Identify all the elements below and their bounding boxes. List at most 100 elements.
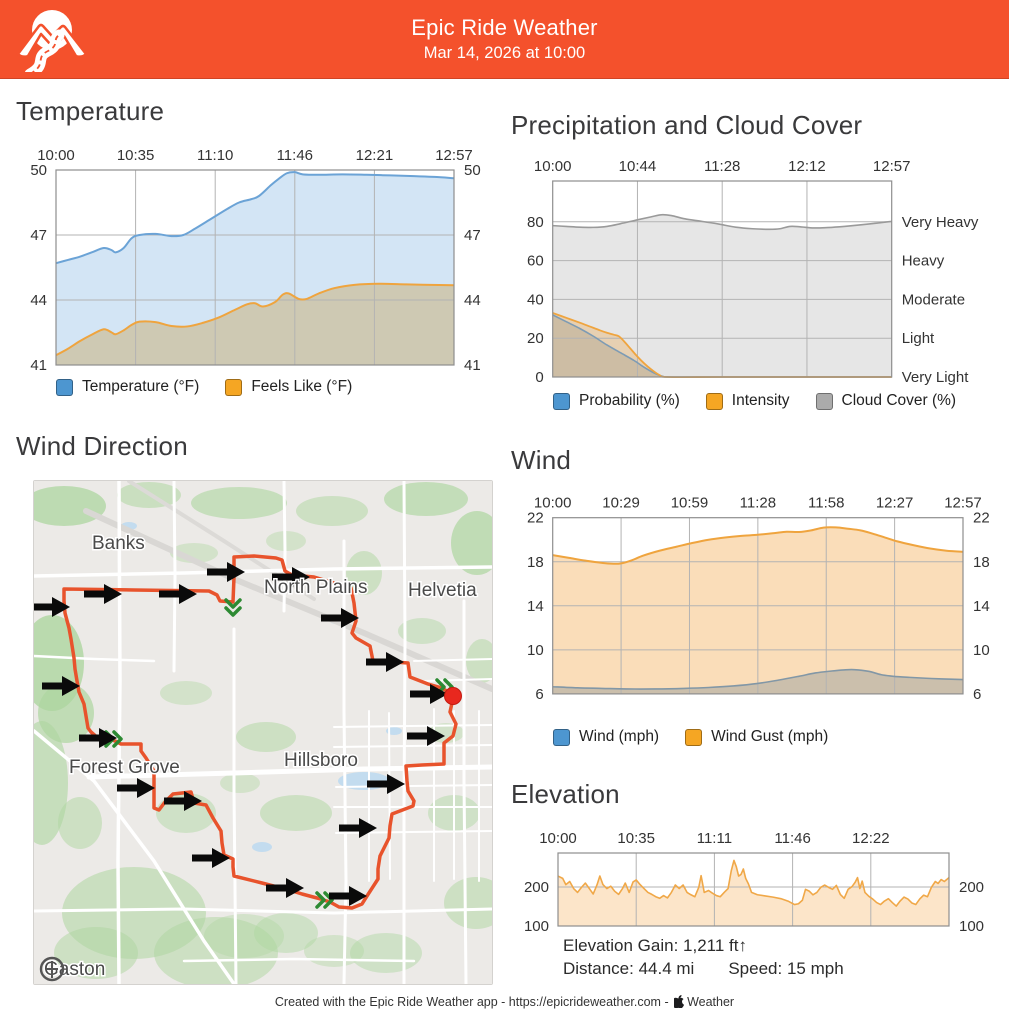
map-place-label: North Plains <box>264 577 368 598</box>
legend-item: Cloud Cover (%) <box>815 392 956 410</box>
precipitation-title: Precipitation and Cloud Cover <box>511 110 863 140</box>
wind-arrow-icon <box>407 726 445 746</box>
legend-item: Temperature (°F) <box>56 378 199 396</box>
legend-swatch-icon <box>553 728 570 746</box>
wind-arrow-icon <box>84 584 122 604</box>
x-tick-label: 11:11 <box>697 830 732 847</box>
y-tick-label-right: 200 <box>959 879 984 896</box>
wind-arrow-icon <box>321 608 359 628</box>
y-tick-label-left: 20 <box>527 330 544 347</box>
y-tick-label-right: 41 <box>464 357 481 374</box>
x-tick-label: 11:46 <box>774 830 810 847</box>
wind-arrow-icon <box>367 774 405 794</box>
y-tick-label-right: 100 <box>959 918 984 935</box>
x-tick-label: 10:44 <box>619 158 657 175</box>
elevation-gain-stat: Elevation Gain: 1,211 ft↑ <box>563 936 747 955</box>
legend-swatch-icon <box>705 392 723 410</box>
x-tick-label: 12:21 <box>356 147 394 164</box>
y-tick-label-left: 50 <box>30 162 47 179</box>
legend-label: Probability (%) <box>579 392 680 409</box>
wind-legend: Wind (mph) Wind Gust (mph) <box>553 728 828 746</box>
legend-label: Feels Like (°F) <box>251 378 353 395</box>
x-tick-label: 12:57 <box>944 495 982 512</box>
epic-ride-weather-logo-icon <box>16 10 88 72</box>
y-tick-label-left: 0 <box>535 369 543 386</box>
footer-attribution: Created with the Epic Ride Weather app -… <box>0 995 1009 1009</box>
x-tick-label: 10:00 <box>534 158 572 175</box>
legend-swatch-icon <box>225 378 243 396</box>
y-tick-label-right: Light <box>902 330 935 347</box>
wind-arrow-icon <box>272 567 310 587</box>
temperature-legend: Temperature (°F) Feels Like (°F) <box>56 378 352 396</box>
y-tick-label-right: 6 <box>973 686 981 703</box>
wind-arrow-icon <box>366 652 404 672</box>
x-tick-label: 12:12 <box>788 158 826 175</box>
y-tick-label-left: 100 <box>524 918 549 935</box>
elevation-chart: 10:00 10:35 11:11 11:46 12:22 200 200 100 100 <box>524 830 984 935</box>
apple-logo-icon <box>672 995 685 1009</box>
precipitation-chart: 10:00 10:44 11:28 12:12 12:57 80 Very Heavy 60 H… <box>527 158 979 386</box>
y-tick-label-right: 50 <box>464 162 481 179</box>
x-tick-label: 12:57 <box>873 158 911 175</box>
wind-arrow-icon <box>79 728 117 748</box>
y-tick-label-left: 41 <box>30 357 47 374</box>
map-place-label: Helvetia <box>408 580 477 601</box>
app-title: Epic Ride Weather <box>411 15 598 40</box>
y-tick-label-right: 14 <box>973 598 990 615</box>
wind-arrow-icon <box>207 562 245 582</box>
y-tick-label-right: Heavy <box>902 253 945 270</box>
wind-arrow-icon <box>34 597 70 617</box>
temperature-title: Temperature <box>16 96 165 126</box>
route-direction-chevron-icon <box>315 891 334 909</box>
y-tick-label-left: 80 <box>527 214 544 231</box>
wind-arrow-icon <box>339 818 377 838</box>
legend-item: Wind (mph) <box>553 728 659 746</box>
x-tick-label: 11:28 <box>740 495 776 512</box>
legend-label: Temperature (°F) <box>82 378 200 395</box>
header-bar: Epic Ride Weather Mar 14, 2026 at 10:00 <box>0 0 1009 79</box>
legend-item: Feels Like (°F) <box>225 378 352 396</box>
y-tick-label-left: 44 <box>30 292 47 309</box>
x-tick-label: 10:00 <box>37 147 75 164</box>
x-tick-label: 12:22 <box>852 830 890 847</box>
y-tick-label-left: 60 <box>527 253 544 270</box>
x-tick-label: 10:35 <box>617 830 655 847</box>
elevation-title: Elevation <box>511 779 620 809</box>
y-tick-label-left: 40 <box>527 291 544 308</box>
y-tick-label-left: 200 <box>524 879 549 896</box>
wind-arrow-icon <box>159 584 197 604</box>
route-direction-chevron-icon <box>224 598 242 617</box>
map-place-label: Hillsboro <box>284 750 358 771</box>
legend-label: Wind Gust (mph) <box>711 728 829 745</box>
map-canvas: Banks North Plains Helvetia Forest Grove Hil… <box>34 481 492 984</box>
map-compass-icon <box>39 956 65 982</box>
y-tick-label-right: Very Light <box>902 369 970 386</box>
y-tick-label-right: 44 <box>464 292 481 309</box>
legend-swatch-icon <box>815 392 833 410</box>
y-tick-label-right: 47 <box>464 227 481 244</box>
wind-arrow-icon <box>164 791 202 811</box>
x-tick-label: 11:28 <box>704 158 740 175</box>
wind-arrow-icon <box>117 778 155 798</box>
distance-stat: Distance: 44.4 mi <box>563 959 695 978</box>
speed-stat: Speed: 15 mph <box>728 959 844 978</box>
legend-label: Intensity <box>731 392 790 409</box>
legend-swatch-icon <box>553 392 570 410</box>
y-tick-label-left: 10 <box>527 642 544 659</box>
legend-item: Probability (%) <box>553 392 680 410</box>
precipitation-legend: Probability (%) Intensity Cloud Cover (%) <box>553 392 956 410</box>
x-tick-label: 10:35 <box>117 147 155 164</box>
y-tick-label-left: 22 <box>527 510 544 527</box>
wind-arrow-icon <box>266 878 304 898</box>
legend-item: Wind Gust (mph) <box>685 728 828 746</box>
map-place-label: Forest Grove <box>69 757 180 778</box>
legend-swatch-icon <box>685 728 703 746</box>
footer-weather-label: Weather <box>687 995 735 1009</box>
x-tick-label: 11:46 <box>277 147 313 164</box>
wind-direction-map: Banks North Plains Helvetia Forest Grove Hil… <box>33 480 493 985</box>
x-tick-label: 12:57 <box>435 147 473 164</box>
wind-title: Wind <box>511 445 572 475</box>
